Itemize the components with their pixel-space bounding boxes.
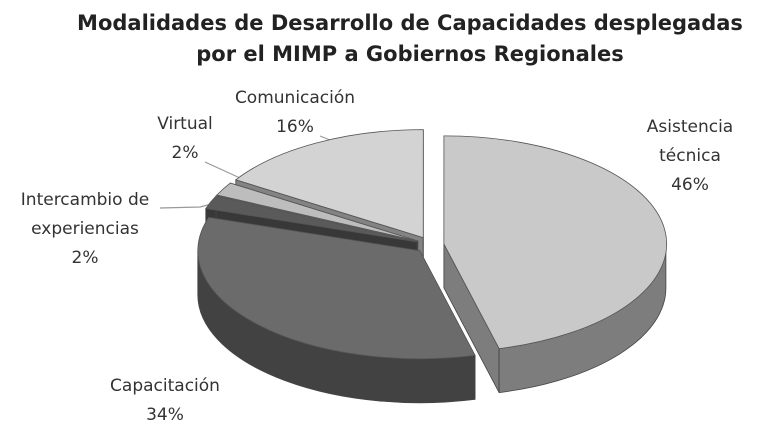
category: Capacitación bbox=[110, 376, 220, 396]
slice-label: Capacitación 34% bbox=[85, 372, 245, 427]
percent: 46% bbox=[671, 175, 709, 195]
percent: 2% bbox=[171, 143, 199, 163]
slice-label: Virtual 2% bbox=[135, 110, 235, 168]
slice bbox=[234, 129, 424, 239]
slice bbox=[443, 135, 668, 350]
category: Virtual bbox=[157, 114, 213, 134]
slice bbox=[205, 195, 418, 243]
slice-label: Intercambio de experiencias 2% bbox=[0, 186, 170, 273]
percent: 34% bbox=[146, 405, 184, 425]
slice-label: Asistencia técnica 46% bbox=[610, 113, 770, 200]
slice bbox=[197, 216, 476, 360]
category: Intercambio de experiencias bbox=[20, 190, 150, 239]
slice-label: Comunicación 16% bbox=[215, 84, 375, 142]
percent: 16% bbox=[276, 117, 314, 137]
percent: 2% bbox=[71, 248, 99, 268]
slice bbox=[216, 182, 418, 242]
chart-title: Modalidades de Desarrollo de Capacidades… bbox=[77, 11, 743, 66]
category: Asistencia técnica bbox=[646, 117, 734, 166]
category: Comunicación bbox=[234, 88, 356, 108]
